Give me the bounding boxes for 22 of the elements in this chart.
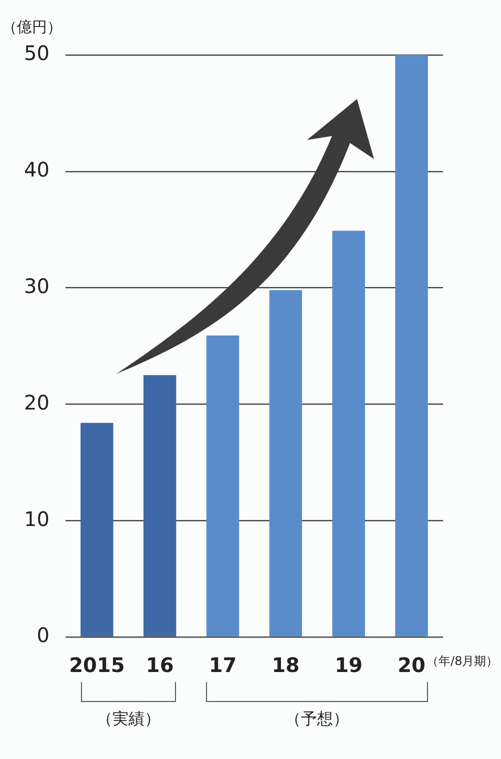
bar: [206, 336, 240, 636]
x-tick-label: 17: [208, 653, 237, 678]
bar: [80, 422, 114, 636]
x-tick-label: 16: [146, 653, 174, 678]
x-tick-label: 2015: [69, 653, 125, 678]
text: （予想）: [285, 709, 350, 730]
x-axis-title: （年/8月期）: [426, 654, 498, 668]
y-tick-label: 10: [24, 506, 50, 531]
bar: [332, 230, 365, 636]
y-tick-label: 0: [36, 623, 50, 648]
bar: [143, 375, 176, 636]
x-tick-label: 19: [334, 653, 363, 678]
x-tick-label: 20: [398, 653, 426, 678]
bar: [395, 55, 428, 636]
text: （実績）: [96, 709, 160, 730]
y-tick-label: 50: [24, 41, 50, 66]
y-tick-label: 40: [24, 158, 50, 182]
y-tick-label: 20: [24, 390, 50, 414]
bar: [269, 290, 302, 636]
y-tick-label: 30: [24, 274, 50, 298]
y-axis-title: （億円）: [2, 18, 62, 36]
x-tick-label: 18: [272, 653, 300, 678]
